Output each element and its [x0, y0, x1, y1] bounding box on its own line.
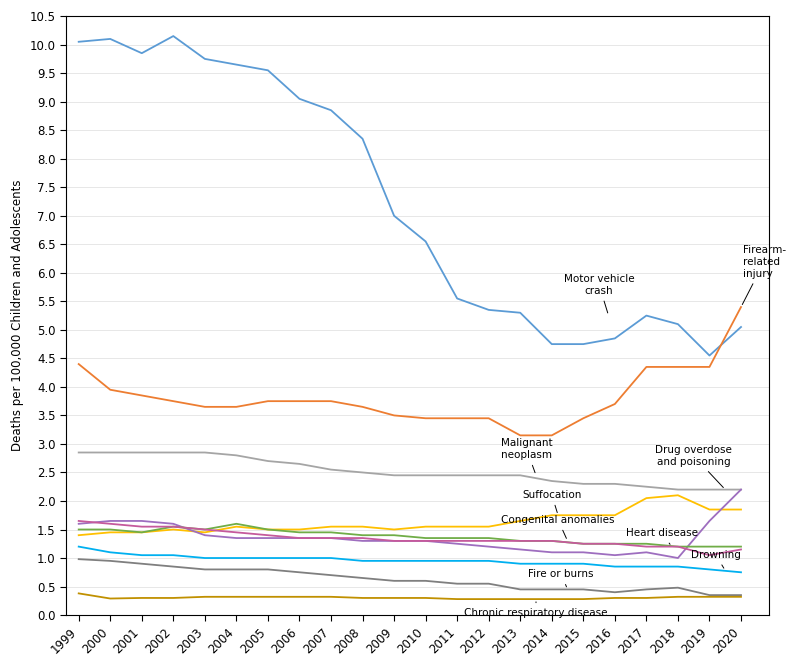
Y-axis label: Deaths per 100,000 Children and Adolescents: Deaths per 100,000 Children and Adolesce…: [11, 180, 24, 452]
Text: Suffocation: Suffocation: [522, 490, 582, 512]
Text: Congenital anomalies: Congenital anomalies: [502, 515, 615, 538]
Text: Drowning: Drowning: [691, 550, 741, 568]
Text: Chronic respiratory disease: Chronic respiratory disease: [464, 602, 608, 618]
Text: Firearm-
related
injury: Firearm- related injury: [742, 245, 786, 305]
Text: Drug overdose
and poisoning: Drug overdose and poisoning: [655, 445, 732, 488]
Text: Motor vehicle
crash: Motor vehicle crash: [564, 274, 634, 313]
Text: Fire or burns: Fire or burns: [529, 569, 594, 587]
Text: Heart disease: Heart disease: [626, 528, 698, 544]
Text: Malignant
neoplasm: Malignant neoplasm: [501, 438, 552, 473]
